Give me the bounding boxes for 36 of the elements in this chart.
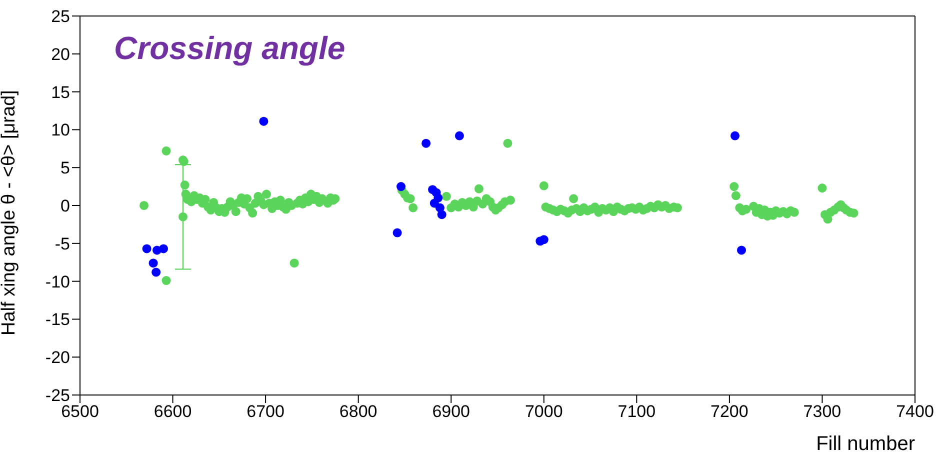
x-tick-label: 6900 <box>432 402 470 422</box>
y-tick-label: 5 <box>60 158 70 178</box>
y-tick-label: -10 <box>45 272 70 292</box>
point <box>434 193 443 202</box>
point <box>392 228 402 238</box>
x-tick-label: 6600 <box>154 402 192 422</box>
y-tick-label: 25 <box>51 7 70 26</box>
x-tick-label: 7000 <box>524 402 563 422</box>
y-tick-label: -20 <box>45 348 70 368</box>
point <box>539 235 548 244</box>
y-tick-label: 10 <box>51 120 70 140</box>
point <box>148 258 158 268</box>
y-tick-label: -5 <box>54 234 70 254</box>
x-tick-label: 7200 <box>710 402 748 422</box>
point <box>158 244 168 254</box>
point <box>454 131 464 140</box>
point <box>736 246 746 255</box>
y-tick-label: 0 <box>60 196 70 216</box>
x-tick-label: 7400 <box>896 402 934 422</box>
x-tick-label: 6700 <box>246 402 284 422</box>
y-axis-title: Half xing angle θ - <θ> [μrad] <box>0 90 20 336</box>
point <box>259 116 268 126</box>
point <box>152 268 161 277</box>
point <box>437 210 446 220</box>
chart-title: Crossing angle <box>114 30 346 67</box>
y-tick-label: 15 <box>51 82 70 102</box>
y-tick-label: -15 <box>45 310 70 330</box>
x-tick-label: 7100 <box>618 402 656 422</box>
point <box>142 244 152 254</box>
y-tick-label: 20 <box>51 44 70 64</box>
x-tick-label: 7300 <box>803 402 842 422</box>
point <box>730 131 740 140</box>
x-tick-label: 6800 <box>339 402 378 422</box>
point <box>396 182 406 192</box>
point <box>422 138 431 148</box>
x-axis-title: Fill number <box>816 433 916 452</box>
